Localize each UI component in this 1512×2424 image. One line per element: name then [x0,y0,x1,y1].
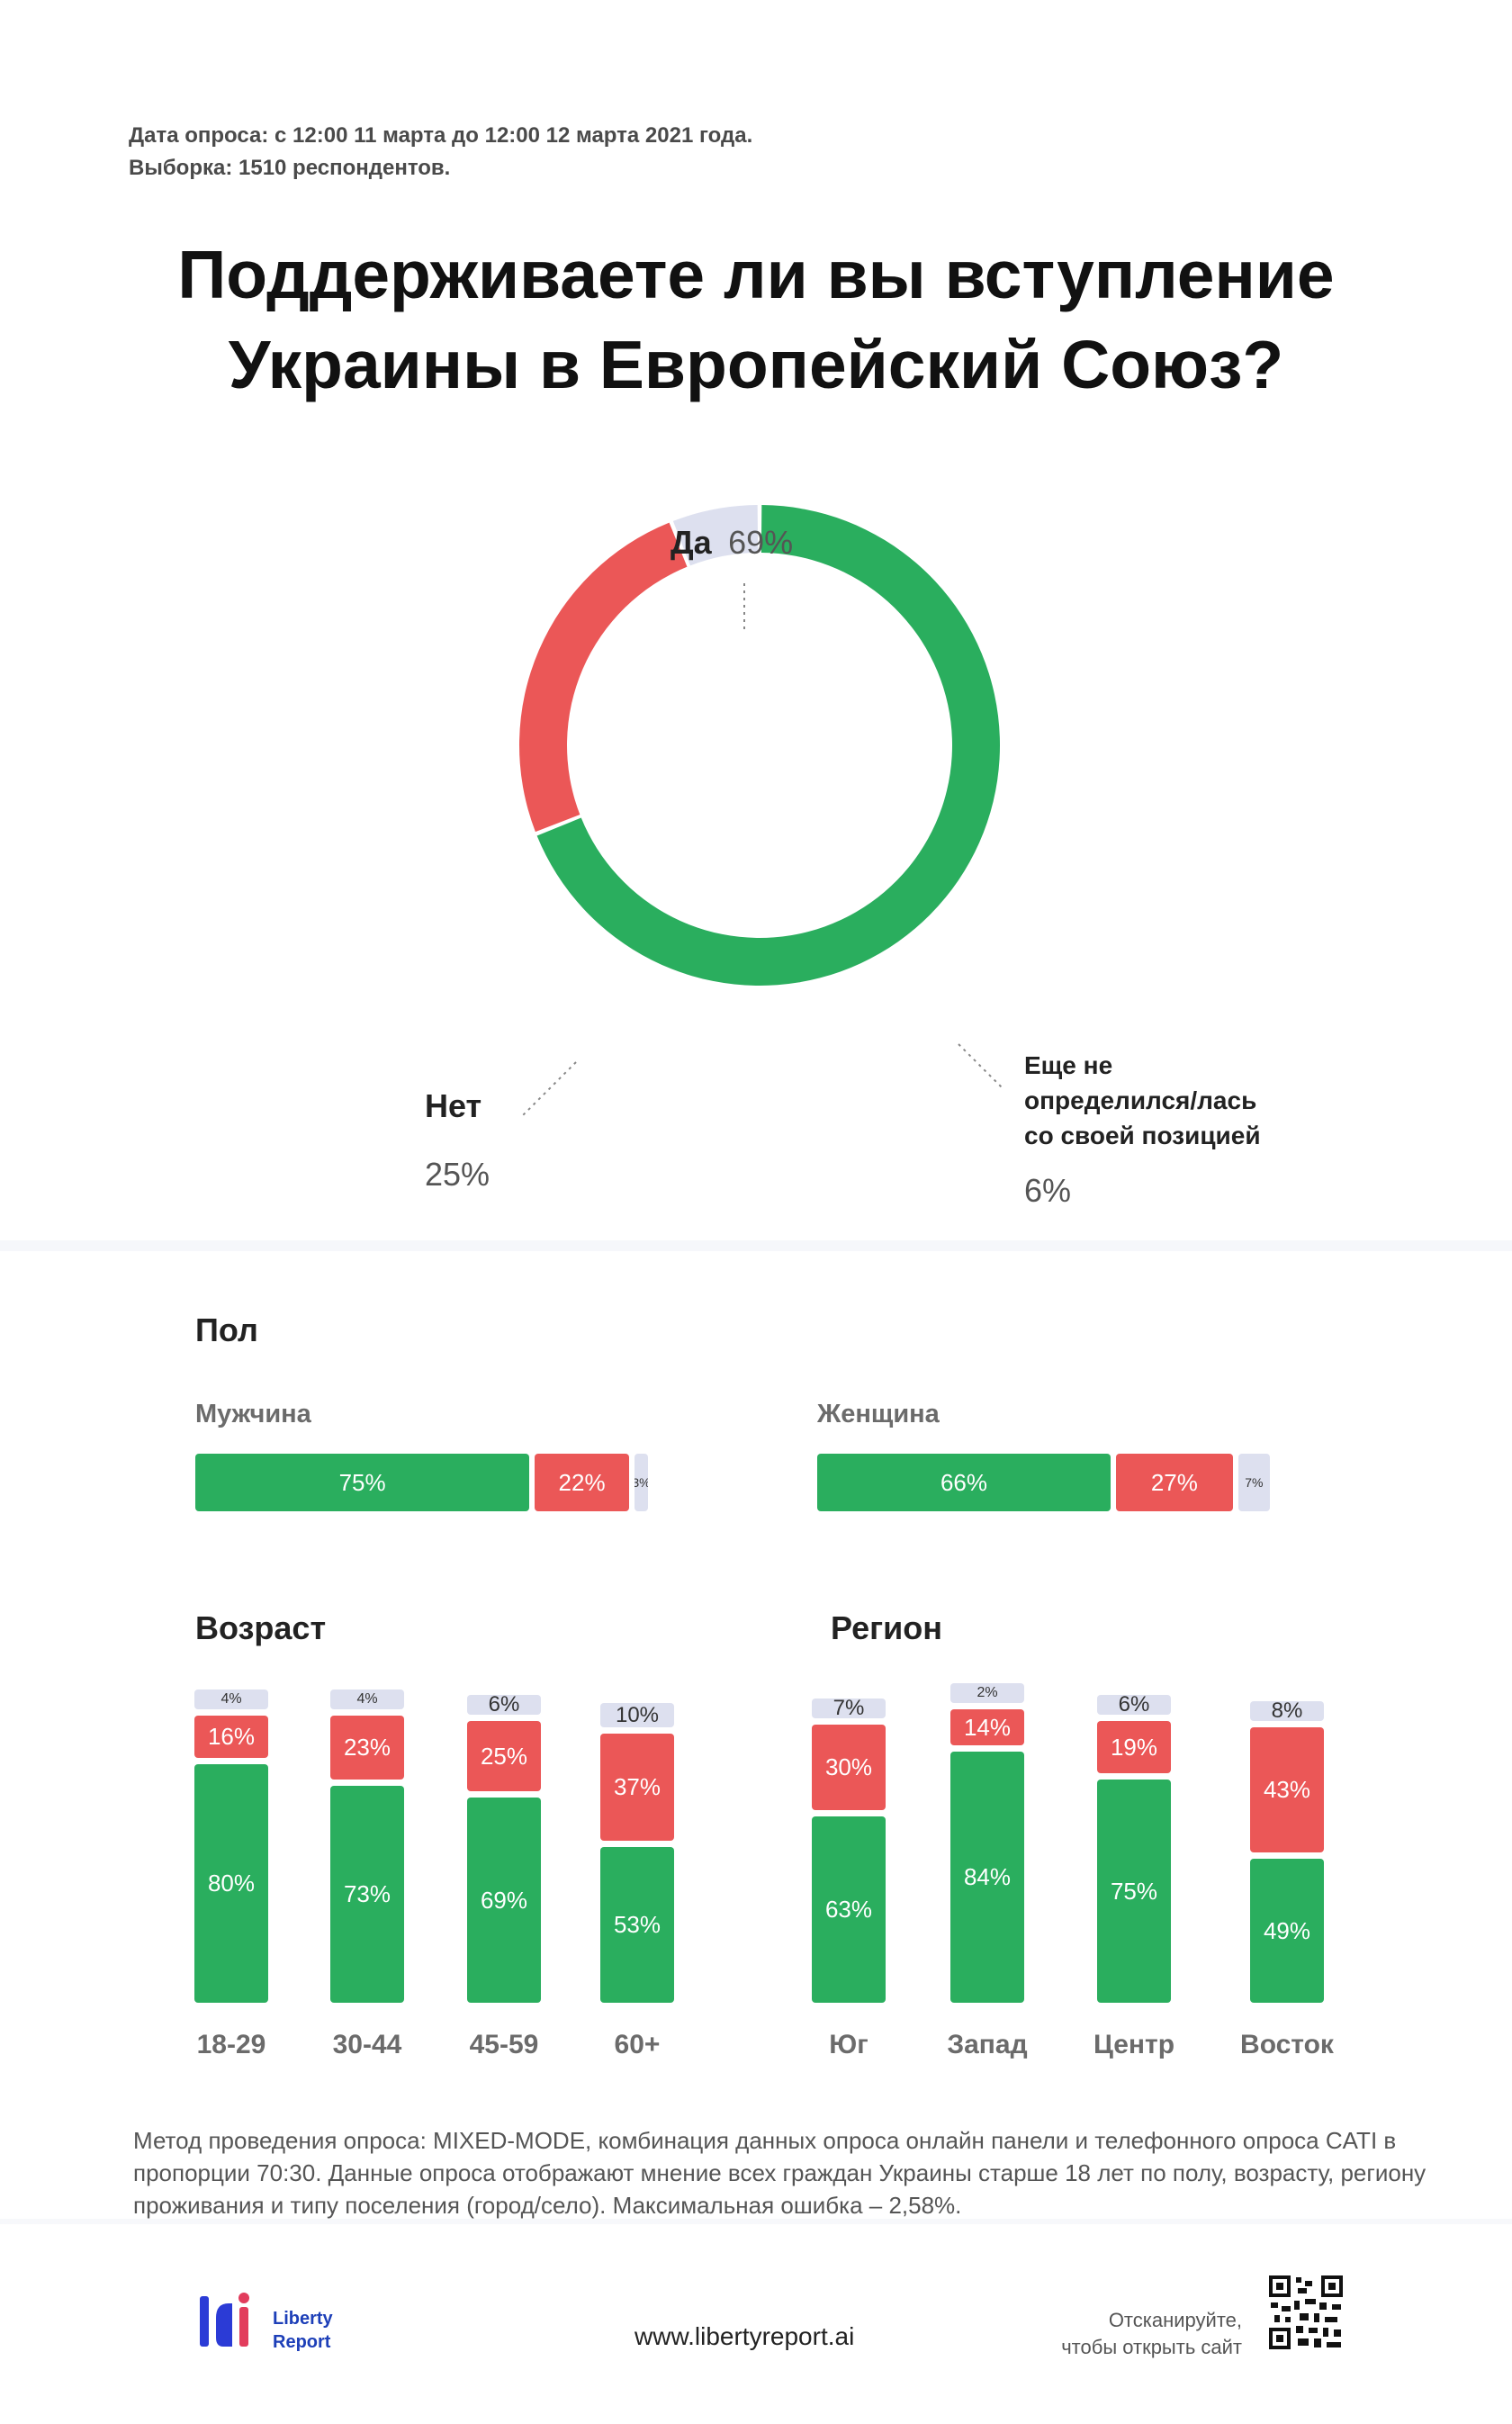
age-2-segment-undecided: 6% [467,1695,541,1716]
age-category-label: 18-29 [196,2030,266,2059]
yes-percent: 69% [728,524,794,561]
donut-slice-no [519,522,688,833]
qr-code-icon[interactable] [1267,2274,1345,2351]
undecided-leader-line [958,1043,1004,1090]
website-link[interactable]: www.libertyreport.ai [634,2322,855,2350]
region-2-segment-no: 19% [1097,1721,1171,1773]
region-1-segment-no: 14% [950,1708,1024,1746]
region-category-label: Запад [947,2030,1028,2059]
age-category-label: 30-44 [332,2030,402,2059]
age-heading: Возраст [195,1609,327,1646]
undecided-label: Еще не определился/лась со своей позицие… [1024,1048,1261,1153]
region-3-segment-yes: 49% [1250,1859,1324,2003]
male-segment-no: 22% [535,1454,629,1511]
donut-slices [519,505,1000,986]
region-2-segment-undecided: 6% [1097,1695,1171,1716]
age-2-segment-yes: 69% [467,1798,541,2003]
age-0-segment-no: 16% [194,1715,268,1758]
undecided-label-line-3: со своей позицией [1024,1122,1261,1149]
age-category-label: 45-59 [469,2030,539,2059]
region-1-segment-yes: 84% [950,1752,1024,2003]
scan-line-2: чтобы открыть сайт [1061,2336,1242,2358]
region-3-segment-no: 43% [1250,1727,1324,1853]
male-segment-undecided: 3% [634,1454,648,1511]
male-label: Мужчина [195,1400,311,1428]
yes-label-group: Да 69% [670,524,793,562]
liberty-report-logo-icon [200,2293,249,2347]
undecided-label-line-2: определился/лась [1024,1086,1257,1114]
region-1-segment-undecided: 2% [950,1682,1024,1703]
female-segment-yes: 66% [817,1454,1111,1511]
region-category-label: Восток [1240,2030,1334,2059]
female-segment-undecided: 7% [1238,1454,1270,1511]
age-category-label: 60+ [614,2030,661,2059]
region-bar-chart: 63% 30% 7% Юг 84% 14% 2% Запад 75% 19% 6% Центр 49% 4… [0,1682,1512,2070]
region-0-segment-yes: 63% [812,1816,886,2003]
age-3-segment-yes: 53% [600,1846,674,2003]
title-line-1: Поддерживаете ли вы вступление [177,237,1335,312]
undecided-label-line-1: Еще не [1024,1051,1113,1079]
age-1-segment-yes: 73% [330,1785,404,2003]
region-category-label: Центр [1093,2030,1175,2059]
no-label: Нет [425,1087,482,1124]
sample-size: Выборка: 1510 респондентов. [129,156,451,180]
region-0-segment-undecided: 7% [812,1698,886,1718]
no-leader-line [521,1061,577,1117]
donut-chart [519,505,1004,1117]
gender-heading: Пол [195,1311,258,1348]
age-bar-chart: 80% 16% 4% 18-29 73% 23% 4% 30-44 69% 25% 6% 45-59 5… [0,1689,1512,2070]
logo-line-1: Liberty [273,2309,333,2329]
logo-line-2: Report [273,2332,331,2352]
male-segment-yes: 75% [195,1454,530,1511]
region-2-segment-yes: 75% [1097,1780,1171,2003]
donut-slice-undecided [672,505,759,566]
age-1-segment-no: 23% [330,1715,404,1780]
title-line-2: Украины в Европейский Союз? [228,327,1284,402]
female-stacked-bar: 66% 27% 7% [817,1454,1270,1511]
age-0-segment-undecided: 4% [194,1689,268,1709]
female-label: Женщина [817,1400,940,1428]
method-note: Метод проведения опроса: MIXED-MODE, ком… [133,2127,1426,2219]
region-category-label: Юг [829,2030,868,2059]
footer-divider [0,2219,1512,2224]
age-0-segment-yes: 80% [194,1764,268,2003]
undecided-percent: 6% [1024,1172,1072,1209]
age-2-segment-no: 25% [467,1721,541,1792]
male-stacked-bar: 75%22%3% [195,1454,648,1511]
no-percent: 25% [425,1156,490,1193]
region-3-segment-undecided: 8% [1250,1701,1324,1722]
scan-instruction: Отсканируйте, чтобы открыть сайт [954,2307,1242,2361]
survey-date: Дата опроса: с 12:00 11 марта до 12:00 1… [129,123,753,148]
region-0-segment-no: 30% [812,1724,886,1810]
female-segment-no: 27% [1115,1454,1233,1511]
age-3-segment-undecided: 10% [600,1703,674,1727]
section-divider [0,1240,1512,1251]
age-3-segment-no: 37% [600,1734,674,1841]
page-title: Поддерживаете ли вы вступление Украины в… [0,230,1512,410]
logo-text: Liberty Report [273,2307,333,2354]
age-1-segment-undecided: 4% [330,1689,404,1709]
scan-line-1: Отсканируйте, [1108,2309,1242,2331]
region-heading: Регион [831,1609,942,1646]
yes-label: Да [670,524,712,561]
